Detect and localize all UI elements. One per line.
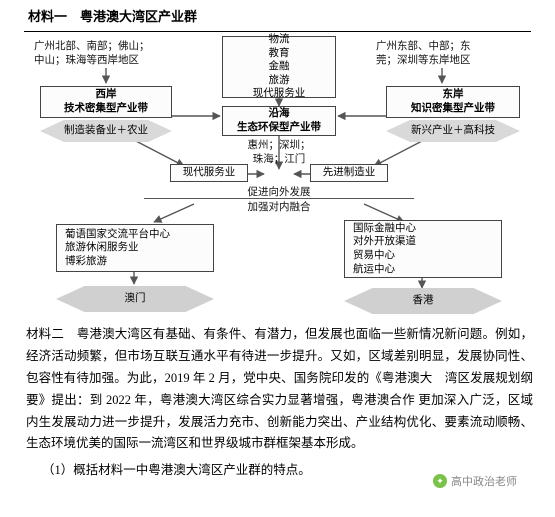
west-belt-head: 西岸 技术密集型产业带 <box>40 86 172 118</box>
banner-bottom: 加强对内融合 <box>204 201 354 215</box>
mid-right-box: 先进制造业 <box>310 164 388 182</box>
hk-hex: 香港 <box>344 288 502 314</box>
label-west-cities: 广州北部、南部；佛山； 中山；珠海等西岸地区 <box>34 40 184 68</box>
west-belt-body: 制造装备业＋农业 <box>40 120 172 142</box>
macau-plate: 葡语国家交流平台中心 旅游休闲服务业 博彩旅游 <box>56 224 214 272</box>
east-belt-body: 新兴产业＋高科技 <box>386 120 520 142</box>
mid-left-box: 现代服务业 <box>170 164 248 182</box>
watermark-text: 高中政治老师 <box>451 473 517 489</box>
watermark: ✦ 高中政治老师 <box>433 473 517 489</box>
east-belt-head: 东岸 知识密集型产业带 <box>386 86 520 118</box>
label-east-cities: 广州东部、中部；东 莞；深圳等东岸地区 <box>376 40 526 68</box>
hr <box>24 31 531 32</box>
material1-title: 材料一 粤港澳大湾区产业群 <box>0 0 555 29</box>
macau-hex: 澳门 <box>56 286 214 312</box>
center-belt-head: 沿海 生态环保型产业带 <box>222 106 336 136</box>
material2-text: 材料二 粤港澳大湾区有基础、有条件、有潜力，但发展也面临一些新情况新问题。例如，… <box>0 318 555 457</box>
center-industries-box: 物流 教育 金融 旅游 现代服务业 <box>222 36 336 98</box>
diagram: 广州北部、南部；佛山； 中山；珠海等西岸地区 物流 教育 金融 旅游 现代服务业… <box>24 38 534 318</box>
banner-line <box>144 198 414 199</box>
wechat-icon: ✦ <box>433 474 447 488</box>
hk-plate: 国际金融中心 对外开放渠道 贸易中心 航运中心 <box>344 220 502 278</box>
